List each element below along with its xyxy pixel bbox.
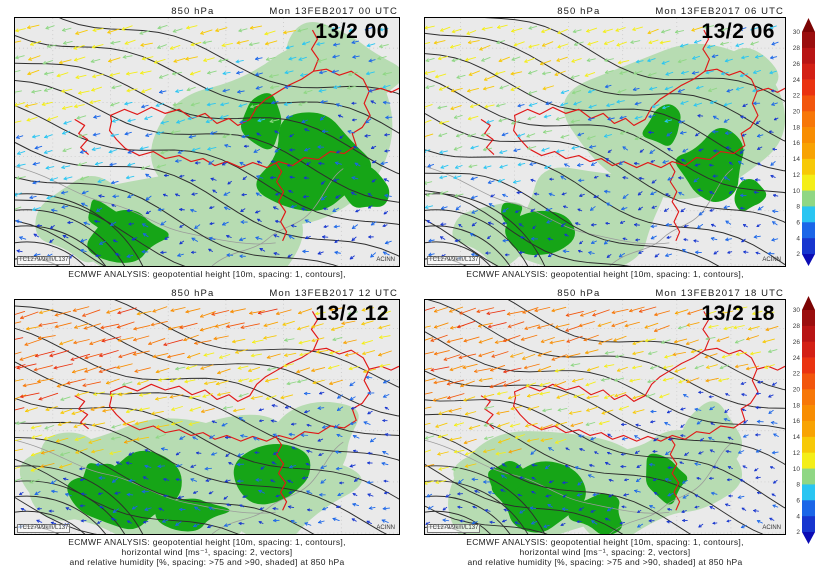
- caption-line: and relative humidity [%, spacing: >75 a…: [69, 557, 345, 567]
- svg-text:24: 24: [793, 77, 801, 84]
- svg-text:4: 4: [796, 513, 800, 520]
- svg-text:12: 12: [793, 450, 801, 457]
- svg-text:26: 26: [793, 339, 801, 346]
- svg-text:2: 2: [796, 529, 800, 536]
- weather-map-06utc: 13/2 06 TC1279/9km/L137 ACINN: [424, 17, 786, 267]
- svg-text:20: 20: [793, 386, 801, 393]
- svg-text:12: 12: [793, 172, 801, 179]
- svg-text:28: 28: [793, 45, 801, 52]
- svg-text:2: 2: [796, 251, 800, 258]
- date-time-label: 13/2 06: [701, 20, 775, 43]
- weather-map-canvas: [15, 18, 399, 266]
- panel-title-pressure: 850 hPa: [171, 288, 215, 299]
- svg-text:30: 30: [793, 307, 801, 314]
- weather-map-canvas: [425, 300, 785, 534]
- svg-text:30: 30: [793, 29, 801, 36]
- svg-text:6: 6: [796, 219, 800, 226]
- svg-text:18: 18: [793, 124, 801, 131]
- wind-speed-colorbar-bottom: 30 28 26 24 22 20 18 16 14 12 10 8 6 4 2: [789, 294, 821, 546]
- svg-text:8: 8: [796, 482, 800, 489]
- panel-18utc: 850 hPa Mon 13FEB2017 18 UTC 13/2 18 TC1…: [424, 286, 786, 567]
- panel-12utc: 850 hPa Mon 13FEB2017 12 UTC 13/2 12 TC1…: [14, 286, 400, 567]
- panel-title-pressure: 850 hPa: [557, 288, 601, 299]
- acinn-credit-label: ACINN: [376, 257, 395, 263]
- panel-title: 850 hPa Mon 13FEB2017 06 UTC: [424, 4, 786, 17]
- panel-06utc: 850 hPa Mon 13FEB2017 06 UTC 13/2 06 TC1…: [424, 4, 786, 279]
- svg-text:8: 8: [796, 204, 800, 211]
- caption-line: horizontal wind [ms⁻¹, spacing: 2, vecto…: [519, 547, 691, 557]
- acinn-credit-label: ACINN: [762, 525, 781, 531]
- panel-caption: ECMWF ANALYSIS: geopotential height [10m…: [424, 537, 786, 567]
- svg-text:10: 10: [793, 188, 801, 195]
- date-time-label: 13/2 18: [701, 302, 775, 325]
- weather-map-12utc: 13/2 12 TC1279/9km/L137 ACINN: [14, 299, 400, 535]
- svg-text:26: 26: [793, 61, 801, 68]
- weather-map-00utc: 13/2 00 TC1279/9km/L137 ACINN: [14, 17, 400, 267]
- panel-title-datetime: Mon 13FEB2017 18 UTC: [655, 288, 784, 299]
- model-resolution-label: TC1279/9km/L137: [17, 256, 71, 265]
- panel-caption: ECMWF ANALYSIS: geopotential height [10m…: [14, 537, 400, 567]
- svg-text:14: 14: [793, 156, 801, 163]
- svg-text:16: 16: [793, 140, 801, 147]
- panel-title-datetime: Mon 13FEB2017 12 UTC: [269, 288, 398, 299]
- panel-title: 850 hPa Mon 13FEB2017 18 UTC: [424, 286, 786, 299]
- caption-line: ECMWF ANALYSIS: geopotential height [10m…: [466, 269, 744, 279]
- svg-text:14: 14: [793, 434, 801, 441]
- panel-caption: ECMWF ANALYSIS: geopotential height [10m…: [14, 269, 400, 279]
- svg-text:10: 10: [793, 466, 801, 473]
- caption-line: ECMWF ANALYSIS: geopotential height [10m…: [68, 269, 346, 279]
- model-resolution-label: TC1279/9km/L137: [17, 524, 71, 533]
- acinn-credit-label: ACINN: [762, 257, 781, 263]
- acinn-credit-label: ACINN: [376, 525, 395, 531]
- panel-title-datetime: Mon 13FEB2017 06 UTC: [655, 6, 784, 17]
- date-time-label: 13/2 00: [315, 20, 389, 43]
- svg-text:22: 22: [793, 93, 801, 100]
- caption-line: horizontal wind [ms⁻¹, spacing: 2, vecto…: [121, 547, 293, 557]
- panel-title-pressure: 850 hPa: [171, 6, 215, 17]
- svg-text:6: 6: [796, 497, 800, 504]
- weather-map-canvas: [15, 300, 399, 534]
- panel-title: 850 hPa Mon 13FEB2017 00 UTC: [14, 4, 400, 17]
- model-resolution-label: TC1279/9km/L137: [427, 256, 481, 265]
- panel-title-datetime: Mon 13FEB2017 00 UTC: [269, 6, 398, 17]
- weather-map-canvas: [425, 18, 785, 266]
- weather-map-18utc: 13/2 18 TC1279/9km/L137 ACINN: [424, 299, 786, 535]
- svg-text:22: 22: [793, 371, 801, 378]
- caption-line: and relative humidity [%, spacing: >75 a…: [467, 557, 743, 567]
- wind-speed-colorbar-top: 30 28 26 24 22 20 18 16 14 12 10 8 6 4 2: [789, 16, 821, 268]
- panel-00utc: 850 hPa Mon 13FEB2017 00 UTC 13/2 00 TC1…: [14, 4, 400, 279]
- date-time-label: 13/2 12: [315, 302, 389, 325]
- svg-text:20: 20: [793, 108, 801, 115]
- panel-title-pressure: 850 hPa: [557, 6, 601, 17]
- svg-text:18: 18: [793, 402, 801, 409]
- caption-line: ECMWF ANALYSIS: geopotential height [10m…: [68, 537, 346, 547]
- svg-text:24: 24: [793, 355, 801, 362]
- model-resolution-label: TC1279/9km/L137: [427, 524, 481, 533]
- panel-title: 850 hPa Mon 13FEB2017 12 UTC: [14, 286, 400, 299]
- caption-line: ECMWF ANALYSIS: geopotential height [10m…: [466, 537, 744, 547]
- svg-text:28: 28: [793, 323, 801, 330]
- svg-text:4: 4: [796, 235, 800, 242]
- panel-caption: ECMWF ANALYSIS: geopotential height [10m…: [424, 269, 786, 279]
- svg-text:16: 16: [793, 418, 801, 425]
